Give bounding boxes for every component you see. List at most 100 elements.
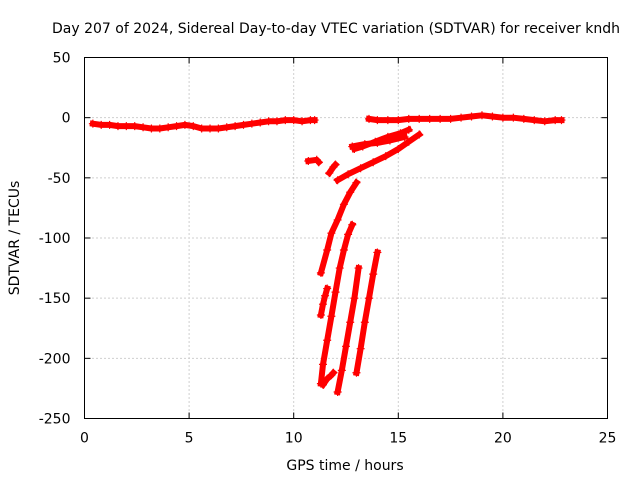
data-point [333, 215, 342, 224]
data-point [352, 368, 361, 377]
data-point [346, 188, 355, 197]
data-point [256, 118, 265, 127]
data-point [310, 116, 319, 125]
y-tick-label: -250 [39, 412, 71, 428]
data-point [404, 114, 413, 123]
series-9 [316, 284, 332, 320]
data-point [415, 130, 424, 139]
data-point [327, 229, 336, 238]
series-4 [325, 160, 340, 178]
data-point [373, 116, 382, 125]
data-point [164, 123, 173, 132]
data-point [383, 116, 392, 125]
data-point [206, 124, 215, 133]
data-point [350, 294, 359, 303]
data-point [509, 113, 518, 122]
data-point [404, 137, 413, 146]
data-point [316, 311, 325, 320]
data-point [318, 360, 327, 369]
data-point [371, 137, 380, 146]
data-point [477, 111, 486, 120]
chart-title: Day 207 of 2024, Sidereal Day-to-day VTE… [52, 21, 620, 37]
data-point [356, 164, 365, 173]
y-tick-label: -150 [39, 291, 71, 307]
y-tick-label: 0 [62, 111, 71, 127]
x-tick-label: 20 [494, 431, 512, 447]
y-axis-label: SDTVAR / TECUs [7, 181, 23, 296]
data-point [557, 116, 566, 125]
series-3 [304, 155, 324, 167]
data-point [316, 268, 325, 277]
data-point [325, 169, 334, 178]
series-8 [316, 178, 361, 277]
data-point [197, 124, 206, 133]
data-point [369, 270, 378, 279]
data-point [214, 124, 223, 133]
data-point [97, 120, 106, 129]
data-point [331, 160, 340, 169]
y-tick-label: -100 [39, 231, 71, 247]
data-point [339, 246, 348, 255]
series-trace [334, 264, 362, 396]
data-point [222, 123, 231, 132]
data-point [239, 120, 248, 129]
data-point [425, 114, 434, 123]
data-point [344, 230, 353, 239]
series-11 [318, 368, 338, 389]
data-point [360, 318, 369, 327]
data-point [323, 246, 332, 255]
data-point [394, 144, 403, 153]
series-2 [365, 111, 566, 126]
data-point [335, 264, 344, 273]
data-point [333, 176, 342, 185]
data-point [467, 112, 476, 121]
y-tick-label: -200 [39, 351, 71, 367]
data-point [354, 264, 363, 273]
data-point [180, 120, 189, 129]
data-point [369, 158, 378, 167]
series-13 [352, 248, 382, 377]
data-point [457, 113, 466, 122]
data-point [321, 291, 330, 300]
x-tick-label: 10 [285, 431, 303, 447]
y-tick-label: -50 [48, 171, 71, 187]
data-point [519, 114, 528, 123]
axis-ticks: 0 5 10 15 20 25 50 0 -50 -100 -150 -200 -250 [39, 51, 617, 447]
data-point [139, 123, 148, 132]
data-point [358, 142, 367, 151]
data-point [415, 114, 424, 123]
series-trace [325, 160, 340, 178]
data-point [404, 125, 413, 134]
series-1 [88, 116, 319, 133]
data-point [155, 124, 164, 133]
x-tick-label: 0 [80, 431, 89, 447]
x-tick-label: 15 [389, 431, 407, 447]
data-point [356, 344, 365, 353]
data-point [272, 117, 281, 126]
data-point [113, 122, 122, 131]
data-point [318, 380, 327, 389]
data-point [365, 114, 374, 123]
data-point [247, 119, 256, 128]
series-trace [89, 117, 318, 132]
data-point [298, 117, 307, 126]
data-point [373, 248, 382, 257]
data-point [105, 120, 114, 129]
data-point [172, 122, 181, 131]
series-trace [333, 130, 424, 185]
data-point [323, 336, 332, 345]
data-point [327, 312, 336, 321]
data-point [488, 112, 497, 121]
data-point [383, 132, 392, 141]
data-point [329, 368, 338, 377]
data-point [365, 294, 374, 303]
data-point [381, 152, 390, 161]
data-point [436, 114, 445, 123]
data-point [289, 116, 298, 125]
data-point [394, 116, 403, 125]
data-point [130, 122, 139, 131]
x-tick-label: 25 [599, 431, 617, 447]
x-axis-label: GPS time / hours [286, 458, 403, 474]
data-point [333, 388, 342, 397]
